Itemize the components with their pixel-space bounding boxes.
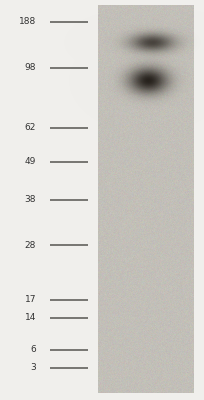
Text: 98: 98 (24, 64, 36, 72)
Text: 3: 3 (30, 364, 36, 372)
Text: 6: 6 (30, 346, 36, 354)
Text: 49: 49 (25, 158, 36, 166)
Text: 188: 188 (19, 18, 36, 26)
Text: 62: 62 (25, 124, 36, 132)
Text: 14: 14 (25, 314, 36, 322)
Text: 28: 28 (25, 240, 36, 250)
Text: 17: 17 (24, 296, 36, 304)
Text: 38: 38 (24, 196, 36, 204)
